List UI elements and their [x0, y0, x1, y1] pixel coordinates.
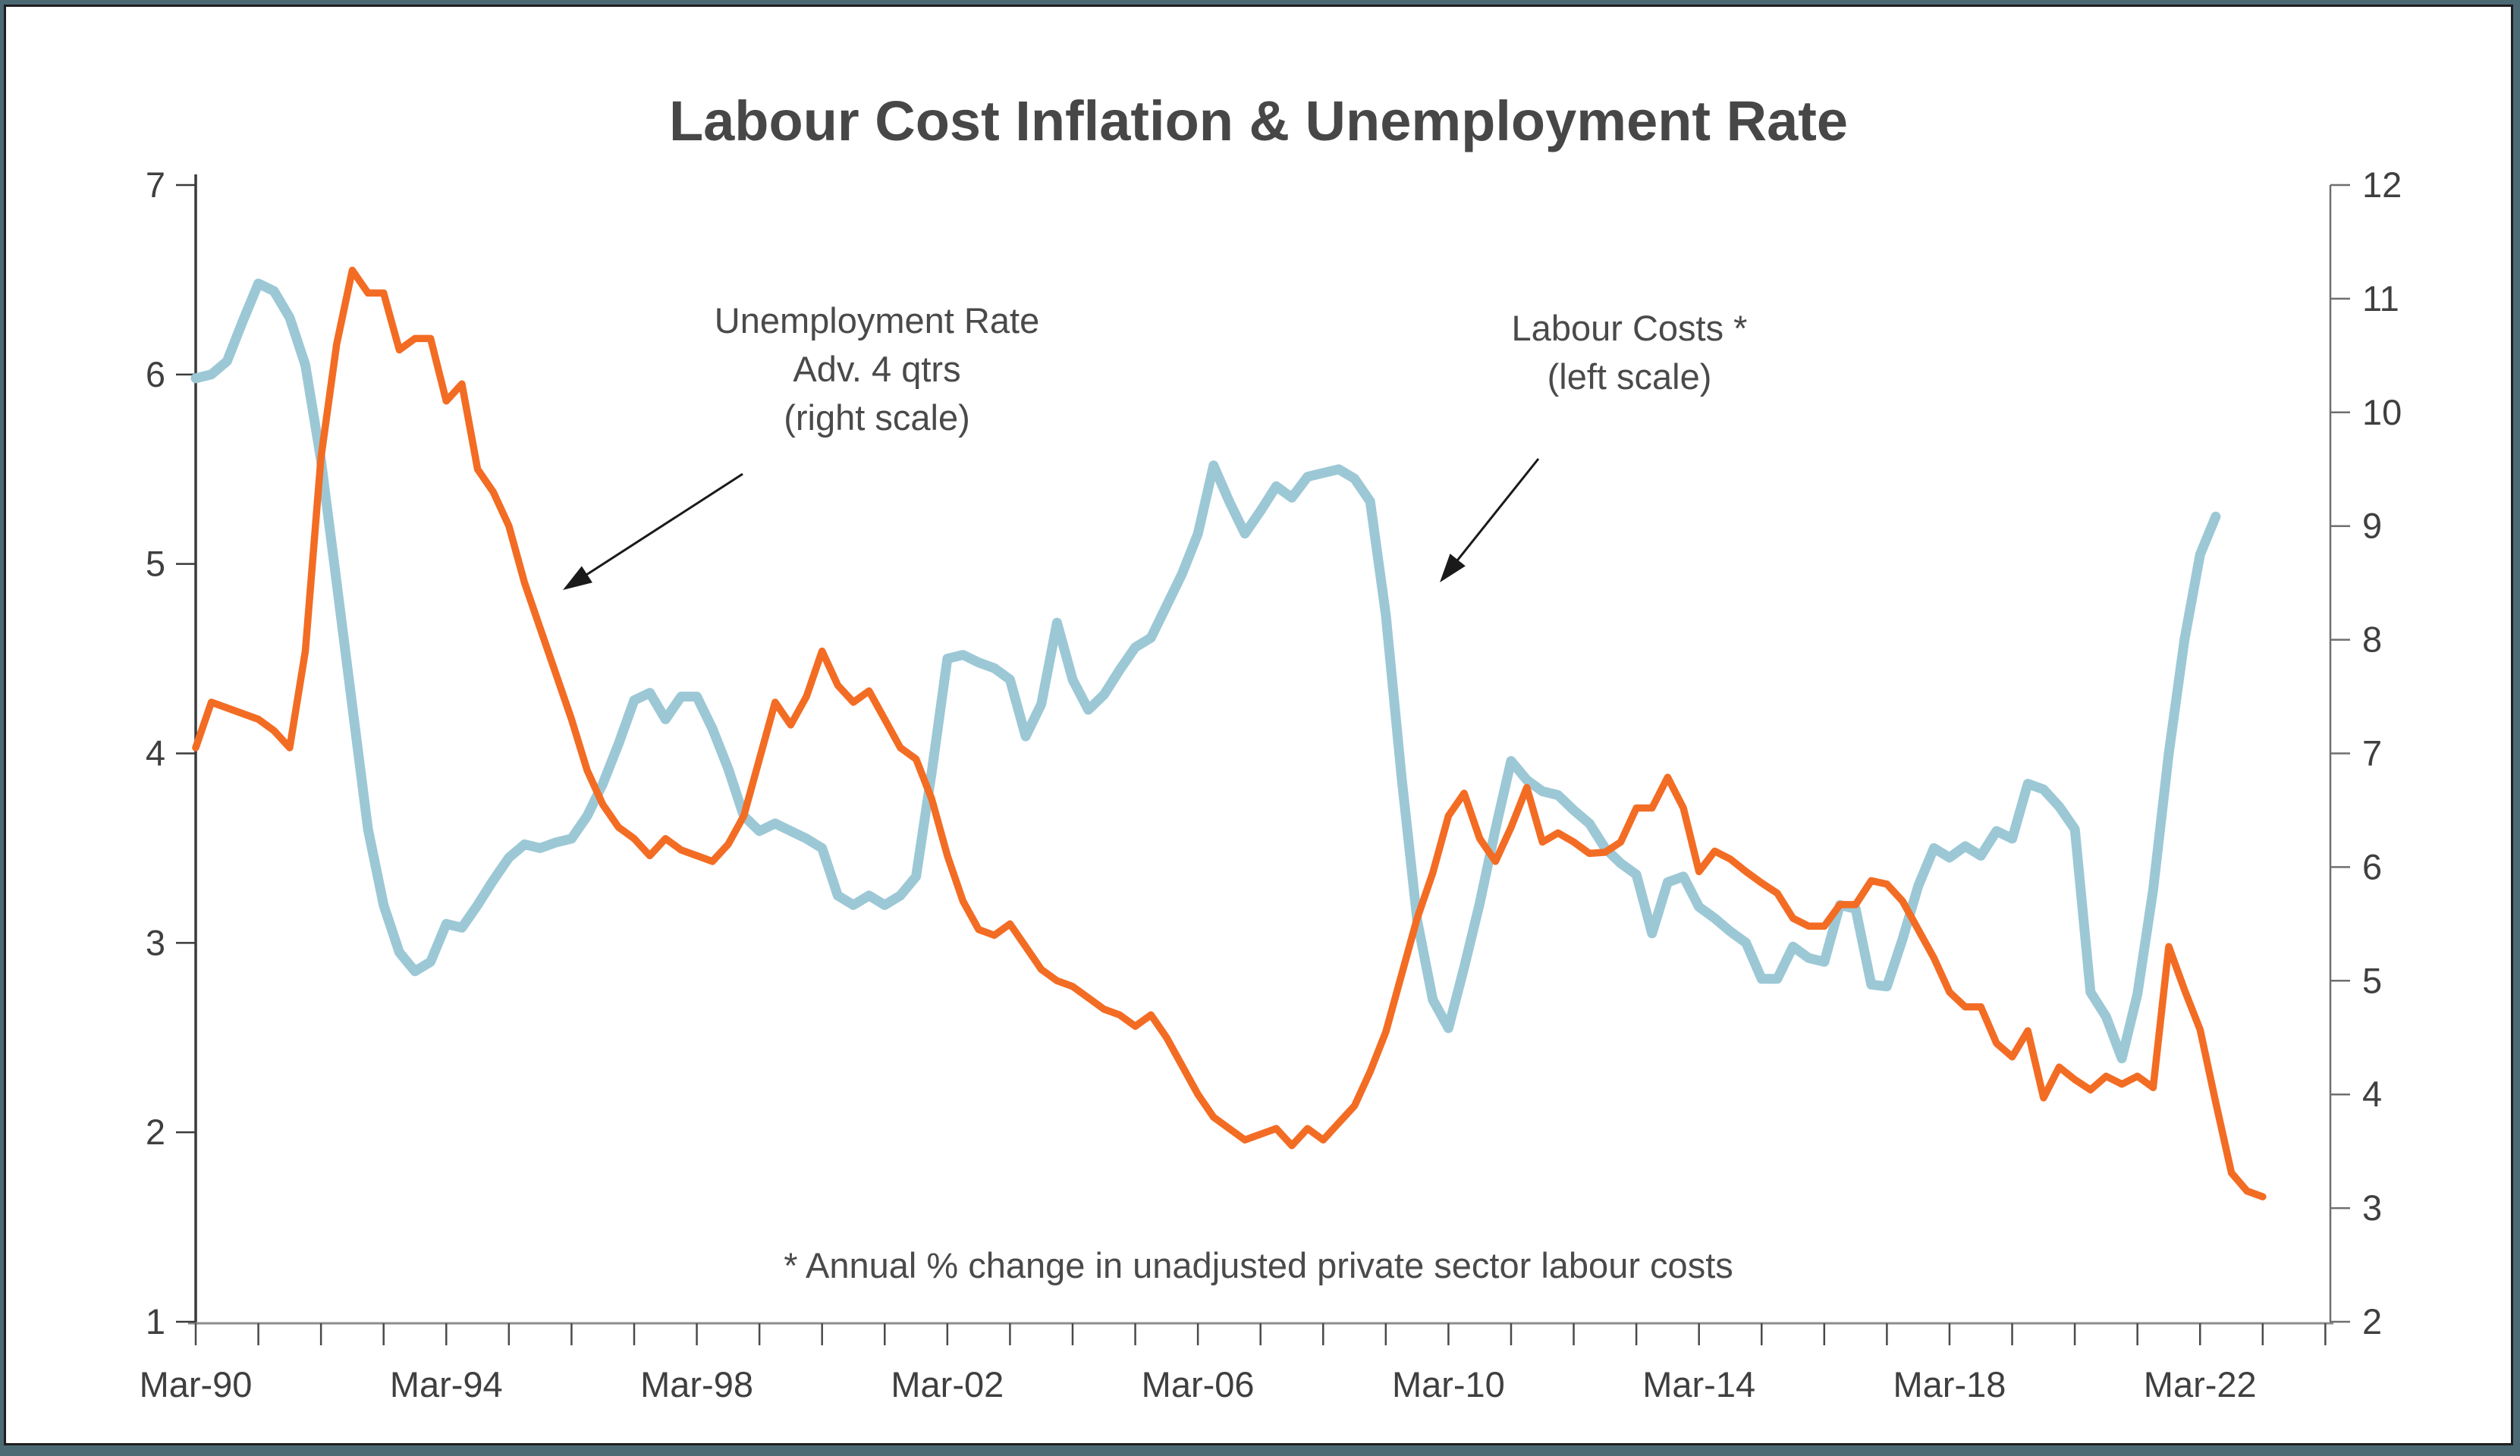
x-axis-tick-label: Mar-98 — [640, 1364, 753, 1404]
right-axis-tick-label: 8 — [2362, 620, 2382, 660]
x-axis-tick-label: Mar-18 — [1893, 1364, 2006, 1404]
x-axis-tick-label: Mar-94 — [390, 1364, 503, 1404]
annotation-unemployment-line2: Adv. 4 qtrs — [793, 349, 961, 389]
right-axis-tick-label: 10 — [2362, 392, 2402, 432]
annotation-unemployment-line3: (right scale) — [784, 397, 970, 438]
right-axis-tick-label: 9 — [2362, 506, 2382, 546]
right-axis-tick-label: 7 — [2362, 733, 2382, 774]
annotation-labour-costs: Labour Costs * (left scale) — [1512, 304, 1748, 401]
left-axis-tick-label: 5 — [146, 544, 165, 584]
x-axis-tick-label: Mar-90 — [140, 1364, 253, 1404]
right-axis-tick-label: 4 — [2362, 1074, 2382, 1114]
right-axis-tick-label: 11 — [2362, 278, 2399, 318]
left-axis-tick-label: 7 — [146, 165, 165, 205]
annotation-unemployment-line1: Unemployment Rate — [714, 300, 1040, 340]
arrow-to-labour-costs-line-shaft — [1453, 458, 1540, 564]
x-axis-tick-label: Mar-06 — [1142, 1364, 1255, 1404]
left-axis-tick-label: 6 — [146, 354, 165, 394]
left-axis-tick-label: 4 — [146, 733, 165, 774]
left-axis-tick-label: 3 — [146, 922, 165, 962]
chart-slide: Labour Cost Inflation & Unemployment Rat… — [4, 5, 2513, 1445]
chart-title: Labour Cost Inflation & Unemployment Rat… — [668, 89, 1849, 152]
right-axis-tick-label: 5 — [2362, 960, 2382, 1000]
right-axis-tick-label: 3 — [2362, 1188, 2382, 1228]
right-axis-tick-label: 2 — [2362, 1301, 2382, 1341]
arrow-to-labour-costs-line-head — [1440, 554, 1466, 582]
unemployment-rate-line — [192, 266, 2267, 1200]
left-axis-tick-label: 2 — [146, 1112, 165, 1152]
x-axis-tick-label: Mar-22 — [2144, 1364, 2257, 1404]
right-axis-tick-label: 12 — [2362, 165, 2402, 205]
arrow-to-unemployment-line-head — [563, 566, 592, 590]
labour-costs-line — [190, 278, 2221, 1064]
annotation-labour-costs-line1: Labour Costs * — [1511, 308, 1748, 348]
x-axis-tick-label: Mar-14 — [1642, 1364, 1755, 1404]
footnote: * Annual % change in unadjusted private … — [784, 1245, 1733, 1285]
annotation-unemployment-rate: Unemployment Rate Adv. 4 qtrs (right sca… — [715, 297, 1039, 442]
x-axis-tick-label: Mar-10 — [1392, 1364, 1505, 1404]
arrow-to-unemployment-line-shaft — [583, 472, 743, 578]
right-axis-tick-label: 6 — [2362, 846, 2382, 886]
left-axis-tick-label: 1 — [146, 1301, 165, 1341]
x-axis-tick-label: Mar-02 — [891, 1364, 1004, 1404]
annotation-labour-costs-line2: (left scale) — [1547, 356, 1712, 397]
